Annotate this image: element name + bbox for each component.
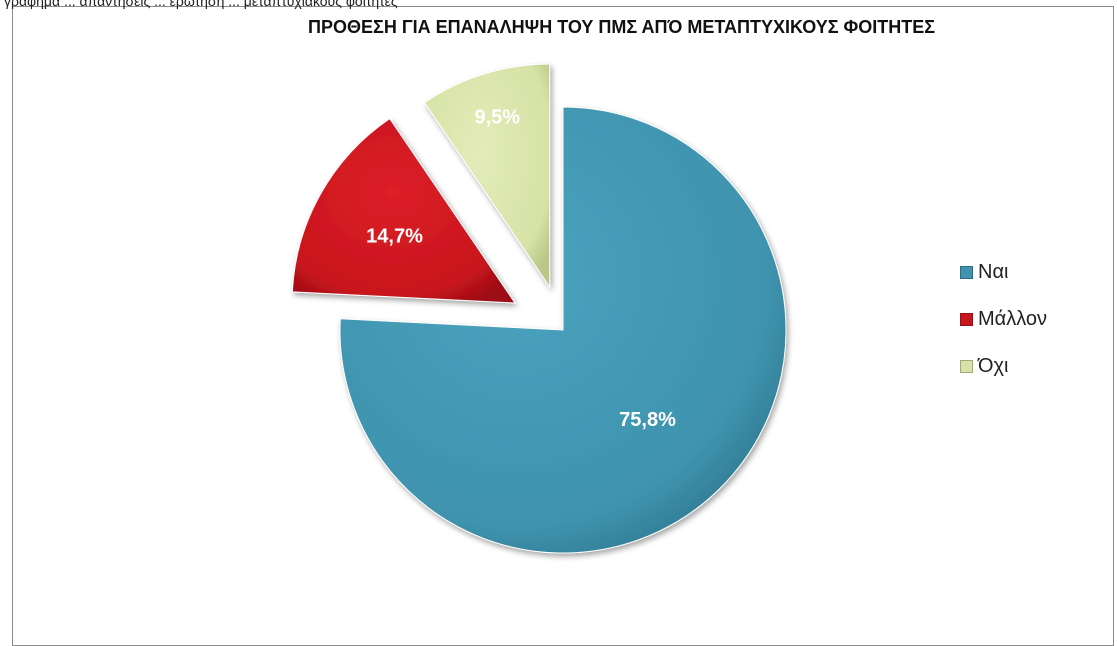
chart-title: ΠΡΟΘΕΣΗ ΓΙΑ ΕΠΑΝΑΛΗΨΗ ΤΟΥ ΠΜΣ ΑΠΌ ΜΕΤΑΠΤ… (308, 17, 936, 37)
cropped-caption-text: γραφημα ... απαντησεις ... ερωτηση ... μ… (4, 0, 398, 9)
pie-slice-nai (339, 106, 787, 554)
legend-item-nai: Ναι (960, 259, 1047, 286)
data-label-mallon: 14,7% (366, 225, 423, 247)
chart-legend: Ναι Μάλλον Όχι (960, 259, 1047, 400)
legend-swatch-nai (960, 266, 973, 279)
data-label-ochi: 9,5% (475, 106, 521, 128)
pie-slice-ochi (423, 63, 551, 289)
data-label-nai: 75,8% (619, 409, 676, 431)
legend-swatch-ochi (960, 360, 973, 373)
cropped-caption: γραφημα ... απαντησεις ... ερωτηση ... μ… (0, 0, 1117, 14)
pie-slice-mallon (291, 117, 517, 304)
legend-item-ochi: Όχι (960, 353, 1047, 380)
legend-swatch-mallon (960, 313, 973, 326)
legend-item-mallon: Μάλλον (960, 306, 1047, 333)
legend-label-mallon: Μάλλον (978, 308, 1048, 330)
legend-label-nai: Ναι (978, 261, 1009, 283)
legend-label-ochi: Όχι (978, 355, 1009, 377)
